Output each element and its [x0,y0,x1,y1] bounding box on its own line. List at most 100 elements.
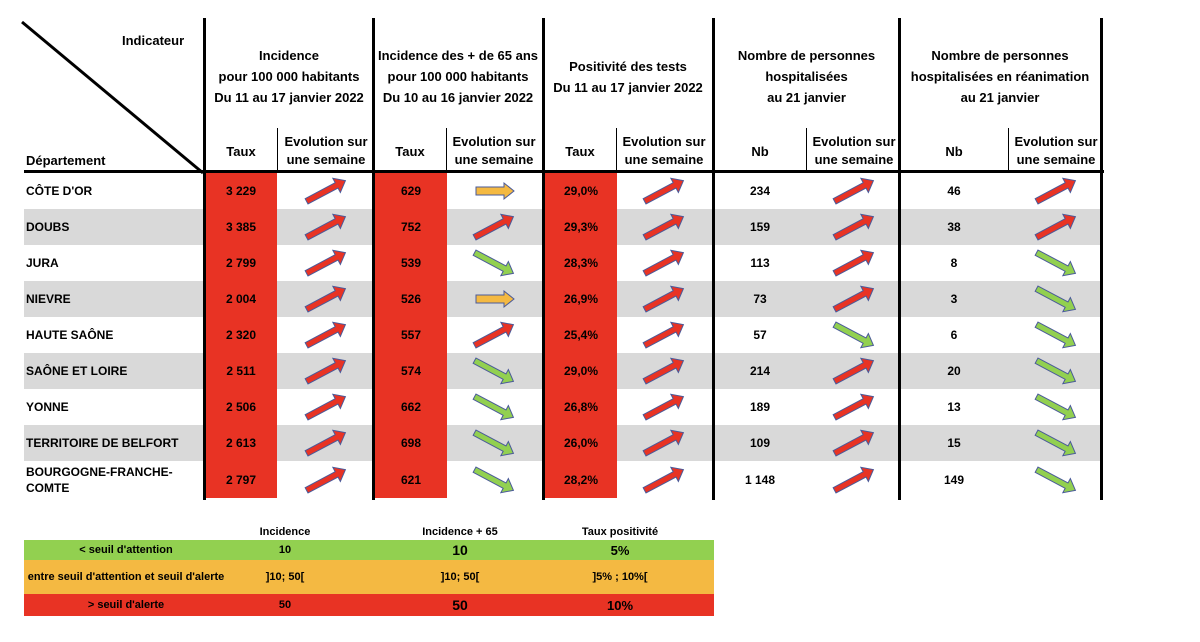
hospitalisees-trend-arrow-icon [828,464,880,496]
incidence-65-value: 557 [400,328,422,342]
reanimation-value: 13 [947,400,961,414]
reanimation-value: 20 [947,364,961,378]
incidence-65-value: 662 [400,400,422,414]
hospitalisees-value: 73 [753,292,767,306]
departement-label: Département [26,153,106,168]
legend-incidence-value: ]10; 50[ [265,570,305,583]
subheader-taux: Taux [565,144,595,159]
incidence-65-value: 752 [400,220,422,234]
header-hospitalisees: Nombre de personnes hospitalisées au 21 ja… [737,48,876,105]
reanimation-value: 15 [947,436,961,450]
incidence-65-value: 539 [400,256,422,270]
reanimation-value: 8 [950,256,958,270]
incidence-value: 3 229 [225,184,257,198]
incidence-65-value: 574 [400,364,422,378]
legend-positivite-value: 10% [606,597,634,613]
hospitalisees-value: 189 [749,400,771,414]
incidence-65-value: 526 [400,292,422,306]
departement-name: SAÔNE ET LOIRE [26,364,128,378]
positivite-trend-arrow-icon [638,391,690,423]
hospitalisees-value: 214 [749,364,771,378]
hospitalisees-value: 113 [750,256,770,270]
hospitalisees-trend-arrow-icon [828,283,880,315]
departement-name: DOUBS [26,220,70,234]
col-separator [203,18,206,500]
subheader-evolution: Evolution sur une semaine [284,134,368,167]
positivite-value: 29,3% [563,220,599,234]
positivite-trend-arrow-icon [638,355,690,387]
incidence-65-trend-arrow-icon [468,211,520,243]
positivite-value: 29,0% [563,184,599,198]
hospitalisees-value: 234 [749,184,771,198]
subheader-evolution: Evolution sur une semaine [1014,134,1098,167]
positivite-value: 25,4% [563,328,599,342]
departement-name: JURA [26,256,59,270]
hospitalisees-trend-arrow-icon [828,427,880,459]
reanimation-trend-arrow-icon [1030,464,1082,496]
header-positivite: Positivité des tests Du 11 au 17 janvier … [553,59,703,95]
incidence-65-trend-arrow-icon [468,283,520,315]
departement-name: HAUTE SAÔNE [26,328,114,342]
incidence-trend-arrow-icon [300,427,352,459]
incidence-trend-arrow-icon [300,319,352,351]
incidence-trend-arrow-icon [300,355,352,387]
positivite-value: 26,0% [563,436,599,450]
incidence-trend-arrow-icon [300,247,352,279]
legend-incidence-65-value: 50 [452,596,468,613]
hospitalisees-trend-arrow-icon [828,211,880,243]
reanimation-value: 6 [950,328,958,342]
incidence-value: 2 797 [225,473,257,487]
departement-name: NIEVRE [26,292,71,306]
positivite-value: 28,2% [563,473,599,487]
reanimation-trend-arrow-icon [1030,175,1082,207]
reanimation-trend-arrow-icon [1030,319,1082,351]
corner-diagonal [21,20,204,175]
legend-header: Incidence + 65 [422,526,498,538]
legend-header: Incidence [259,526,311,538]
sub-separator [1008,128,1009,173]
incidence-value: 2 613 [225,436,257,450]
incidence-65-red-column [375,173,447,498]
positivite-trend-arrow-icon [638,211,690,243]
reanimation-value: 46 [947,184,961,198]
departement-name: CÔTE D'OR [26,184,93,198]
reanimation-value: 38 [947,220,961,234]
legend-label: > seuil d'alerte [87,598,165,611]
incidence-value: 2 004 [225,292,257,306]
positivite-value: 28,3% [563,256,599,270]
incidence-trend-arrow-icon [300,464,352,496]
header-reanimation: Nombre de personnes hospitalisées en réan… [910,48,1090,105]
incidence-value: 3 385 [225,220,257,234]
reanimation-trend-arrow-icon [1030,391,1082,423]
incidence-value: 2 799 [225,256,257,270]
incidence-65-trend-arrow-icon [468,355,520,387]
subheader-taux: Taux [395,144,425,159]
reanimation-value: 3 [950,292,958,306]
hospitalisees-trend-arrow-icon [828,247,880,279]
header-rule [24,170,1104,173]
hospitalisees-value: 159 [749,220,771,234]
legend-row [24,540,714,560]
incidence-trend-arrow-icon [300,175,352,207]
legend-header: Taux positivité [581,526,659,538]
subheader-evolution: Evolution sur une semaine [812,134,896,167]
sub-separator [446,128,447,173]
incidence-65-trend-arrow-icon [468,464,520,496]
reanimation-trend-arrow-icon [1030,211,1082,243]
sub-separator [806,128,807,173]
legend-label: < seuil d'attention [79,543,173,556]
incidence-trend-arrow-icon [300,391,352,423]
positivite-trend-arrow-icon [638,464,690,496]
sub-separator [277,128,278,173]
incidence-value: 2 506 [225,400,257,414]
col-separator [372,18,375,500]
incidence-65-value: 629 [400,184,422,198]
positivite-value: 26,9% [563,292,599,306]
positivite-value: 29,0% [563,364,599,378]
departement-name: YONNE [26,400,69,414]
departement-name: TERRITOIRE DE BELFORT [26,436,179,450]
departement-name: BOURGOGNE-FRANCHE-COMTE [26,465,173,495]
col-separator [1100,18,1103,500]
positivite-value: 26,8% [563,400,599,414]
reanimation-trend-arrow-icon [1030,247,1082,279]
